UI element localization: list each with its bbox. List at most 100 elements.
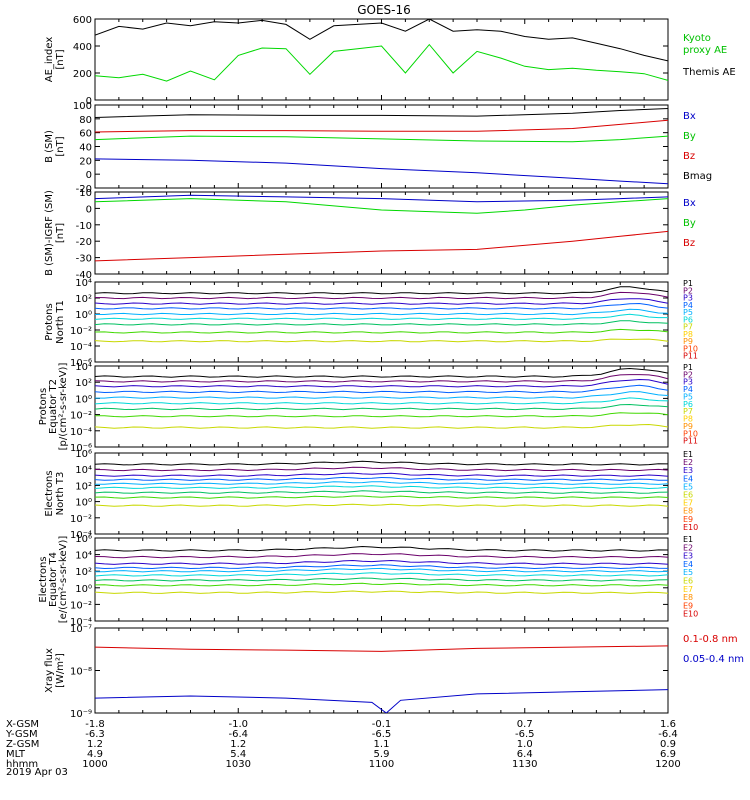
y-axis-label: Protons <box>38 388 49 425</box>
time-axis-value: -6.4 <box>228 729 248 740</box>
legend-entry: P8 <box>683 415 693 424</box>
y-axis-label: Protons <box>44 303 55 340</box>
channel-line-2 <box>95 374 668 383</box>
channel-line-8 <box>95 495 668 499</box>
time-axis-value: 0.7 <box>517 719 533 730</box>
legend-entry: E7 <box>683 499 693 508</box>
y-tick-label: -20 <box>76 184 92 195</box>
figure-title: GOES-16 <box>357 3 411 17</box>
y-axis-label: Electrons <box>44 470 55 516</box>
channel-line-1 <box>95 460 668 466</box>
legend-entry: E9 <box>683 515 693 524</box>
legend-entry: P10 <box>683 344 698 353</box>
y-tick-label: 10⁻⁶ <box>70 443 92 454</box>
y-tick-label: 10⁻² <box>70 411 92 422</box>
panel-frame <box>94 627 669 714</box>
time-axis-value: 1.6 <box>660 719 676 730</box>
y-tick-label: -30 <box>76 254 92 265</box>
panel-8: 10⁻⁹ 10⁻⁸ 10⁻⁷ Xray flux [W/m²] 0.1-0.8 nm 0.0… <box>44 624 744 720</box>
legend-entry: Bz <box>683 238 695 249</box>
time-axis-value: 4.9 <box>87 749 103 760</box>
time-axis-value: 1100 <box>369 759 394 770</box>
legend-entry: E5 <box>683 482 693 491</box>
y-tick-label: 10² <box>75 294 92 305</box>
legend-entry: P5 <box>683 392 693 401</box>
channel-line-5 <box>95 567 668 573</box>
series-line-2 <box>95 198 668 214</box>
series-group <box>95 19 668 82</box>
channel-line-4 <box>95 564 668 570</box>
y-axis-label: B (SM)-IGRF (SM) <box>44 190 55 276</box>
legend-entry: E6 <box>683 491 693 500</box>
legend-entry: proxy AE <box>683 45 727 56</box>
legend-entry: Themis AE <box>682 67 736 78</box>
legend-entry: E9 <box>683 601 693 610</box>
y-tick-label: 10⁻² <box>70 326 92 337</box>
time-axis-value: 1200 <box>655 759 680 770</box>
legend-entry: P6 <box>683 400 693 409</box>
y-tick-label: -10 <box>76 221 92 232</box>
time-axis-value: 1000 <box>82 759 107 770</box>
panel-frame <box>94 18 669 101</box>
y-tick-label: -20 <box>76 237 92 248</box>
legend-entry: E8 <box>683 507 693 516</box>
channel-line-8 <box>95 412 668 418</box>
legend-entry: E2 <box>683 543 693 552</box>
legend-entry: P1 <box>683 363 693 372</box>
legend-entry: E4 <box>683 474 693 483</box>
channel-line-7 <box>95 490 668 494</box>
y-tick-label: 10⁶ <box>75 534 92 545</box>
channel-line-3 <box>95 559 668 565</box>
time-axis-row-label: Y-GSM <box>5 729 38 740</box>
series-group <box>95 545 668 594</box>
y-axis-label: Electrons <box>38 556 49 602</box>
channel-line-7 <box>95 403 668 411</box>
legend-entry: P4 <box>683 385 693 394</box>
y-axis-label: [nT] <box>55 49 66 69</box>
series-group <box>95 286 668 343</box>
y-tick-label: 10⁻⁴ <box>70 617 92 628</box>
time-axis-value: 0.9 <box>660 739 676 750</box>
series-line-2 <box>95 689 668 713</box>
channel-line-6 <box>95 313 668 320</box>
time-axis-value: 5.4 <box>230 749 246 760</box>
time-axis-row-label: hhmm <box>6 759 38 770</box>
y-tick-label: 20 <box>79 156 92 167</box>
channel-line-6 <box>95 485 668 490</box>
legend-entry: E1 <box>683 535 693 544</box>
channel-line-4 <box>95 302 668 310</box>
y-tick-label: 10⁻² <box>70 600 92 611</box>
time-axis-value: -6.5 <box>515 729 535 740</box>
series-group <box>95 460 668 507</box>
legend-entry: P11 <box>683 437 698 446</box>
time-axis-value: 1.2 <box>87 739 103 750</box>
series-group <box>95 108 668 185</box>
channel-line-8 <box>95 328 668 334</box>
y-tick-label: 10 <box>79 188 92 199</box>
channel-line-4 <box>95 384 668 394</box>
y-tick-label: 100 <box>73 101 92 112</box>
time-axis-value: 1.1 <box>374 739 390 750</box>
time-axis-value: -1.0 <box>228 719 248 730</box>
legend-entry: Kyoto <box>683 33 711 44</box>
legend-entry: P9 <box>683 337 693 346</box>
panel-2: -20 0 20 40 60 80 100 B (SM) [nT] Bx By Bz Bmag <box>44 101 712 195</box>
legend-entry: P7 <box>683 407 693 416</box>
series-line-1 <box>95 108 668 118</box>
y-tick-label: 0 <box>86 170 92 181</box>
channel-line-3 <box>95 378 668 388</box>
legend-entry: P2 <box>683 370 693 379</box>
channel-line-8 <box>95 582 668 587</box>
y-tick-label: 400 <box>73 42 92 53</box>
y-tick-label: 10⁻⁹ <box>70 709 92 720</box>
channel-line-7 <box>95 320 668 326</box>
y-tick-label: 10⁻² <box>70 514 92 525</box>
series-line-2 <box>95 19 668 62</box>
y-axis-label: AE_index <box>44 37 55 83</box>
time-axis-value: -6.4 <box>658 729 678 740</box>
series-line-3 <box>95 230 668 262</box>
panel-5: 10⁻⁶ 10⁻⁴ 10⁻² 10⁰ 10² 10⁴ Protons Equator T2 [p… <box>38 362 698 454</box>
